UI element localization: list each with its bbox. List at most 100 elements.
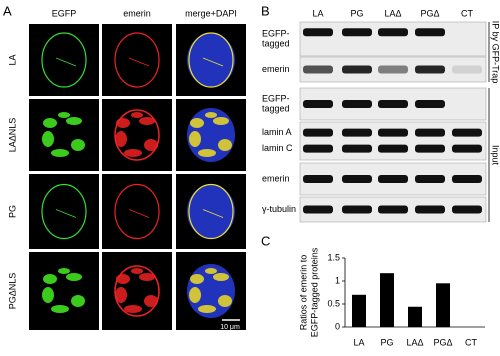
band bbox=[303, 100, 333, 108]
band bbox=[342, 144, 372, 153]
nuclear-rim bbox=[188, 183, 234, 240]
row-label: LAΔNLS bbox=[7, 118, 17, 153]
bar bbox=[352, 294, 366, 327]
nuclear-rim bbox=[188, 32, 234, 88]
rim-fold bbox=[202, 57, 224, 67]
blot-label: tagged bbox=[262, 38, 290, 48]
band bbox=[378, 128, 408, 137]
micrograph bbox=[102, 24, 172, 96]
aggregate bbox=[43, 274, 57, 284]
micrograph bbox=[102, 99, 172, 171]
band bbox=[452, 144, 482, 153]
nuclear-rim bbox=[41, 32, 87, 88]
band bbox=[452, 205, 482, 214]
x-tick-label: PGΔ bbox=[433, 337, 452, 347]
band bbox=[378, 205, 408, 214]
x-tick-label: PG bbox=[380, 337, 393, 347]
aggregate bbox=[42, 131, 54, 147]
row-label: PGΔNLS bbox=[7, 273, 17, 310]
aggregate bbox=[71, 139, 85, 151]
aggregate bbox=[58, 268, 70, 274]
group-label: Input bbox=[491, 145, 500, 166]
nuclear-rim bbox=[114, 109, 160, 161]
band bbox=[342, 205, 372, 214]
lane-label: LAΔ bbox=[384, 8, 401, 18]
y-tick-label: 1 bbox=[335, 275, 340, 285]
blot bbox=[299, 21, 487, 57]
aggregate bbox=[189, 131, 201, 147]
aggregate bbox=[115, 131, 127, 147]
bar bbox=[380, 273, 394, 327]
blot-label: EGFP- bbox=[262, 93, 290, 103]
column-header: emerin bbox=[123, 8, 151, 18]
aggregate bbox=[51, 305, 69, 313]
band bbox=[303, 28, 333, 37]
band bbox=[415, 175, 445, 183]
panel-label: B bbox=[261, 3, 270, 18]
aggregate bbox=[71, 295, 85, 307]
micrograph bbox=[102, 252, 172, 330]
band bbox=[342, 128, 372, 137]
y-axis-label: EGFP-tagged proteins bbox=[309, 247, 319, 337]
nuclear-rim bbox=[114, 183, 160, 240]
blot-label: γ-tubulin bbox=[262, 204, 296, 214]
aggregate bbox=[131, 268, 143, 274]
y-tick-label: 1.5 bbox=[327, 252, 340, 262]
band bbox=[415, 128, 445, 137]
micrograph bbox=[29, 24, 99, 96]
aggregate bbox=[51, 149, 69, 157]
aggregate bbox=[205, 112, 217, 118]
rim-fold bbox=[128, 57, 150, 67]
blot-label: EGFP- bbox=[262, 28, 290, 38]
nucleus-dapi bbox=[187, 184, 235, 239]
aggregate bbox=[190, 274, 204, 284]
nuclear-rim bbox=[114, 265, 160, 317]
micrograph bbox=[29, 174, 99, 249]
band bbox=[378, 100, 408, 108]
y-tick-label: 0.5 bbox=[327, 298, 340, 308]
rim-fold bbox=[55, 209, 77, 218]
band bbox=[378, 144, 408, 153]
bar bbox=[408, 306, 422, 327]
band bbox=[378, 28, 408, 37]
aggregate bbox=[42, 287, 54, 303]
band bbox=[303, 175, 333, 183]
band bbox=[303, 65, 333, 74]
blot-label: emerin bbox=[262, 173, 290, 183]
blot-label: emerin bbox=[262, 64, 290, 74]
aggregate bbox=[58, 112, 70, 118]
scale-bar-label: 10 μm bbox=[220, 324, 240, 331]
x-tick-label: LA bbox=[353, 337, 364, 347]
aggregate bbox=[131, 112, 143, 118]
aggregate bbox=[116, 118, 130, 128]
band bbox=[342, 65, 372, 74]
nucleus-dapi bbox=[187, 33, 235, 87]
aggregate bbox=[139, 117, 155, 125]
band bbox=[415, 28, 445, 37]
row-label: PG bbox=[7, 205, 17, 218]
aggregate bbox=[116, 274, 130, 284]
band bbox=[415, 100, 445, 108]
band bbox=[415, 65, 445, 74]
x-tick-label: LAΔ bbox=[406, 337, 423, 347]
aggregate bbox=[66, 117, 82, 125]
band bbox=[415, 144, 445, 153]
aggregate bbox=[124, 149, 142, 157]
nuclear-rim bbox=[114, 32, 160, 88]
band bbox=[452, 175, 482, 183]
micrograph bbox=[29, 99, 99, 171]
band bbox=[342, 175, 372, 183]
lane-label: PG bbox=[350, 8, 363, 18]
blot bbox=[299, 121, 487, 161]
y-axis-label: Ratios of emerin to bbox=[298, 255, 308, 331]
aggregate bbox=[213, 273, 229, 281]
aggregate bbox=[218, 295, 232, 307]
band bbox=[378, 175, 408, 183]
nuclear-rim bbox=[41, 183, 87, 240]
band bbox=[452, 65, 482, 74]
band bbox=[342, 100, 372, 108]
micrograph bbox=[29, 252, 99, 330]
aggregate bbox=[144, 139, 158, 151]
rim-fold bbox=[202, 209, 224, 218]
